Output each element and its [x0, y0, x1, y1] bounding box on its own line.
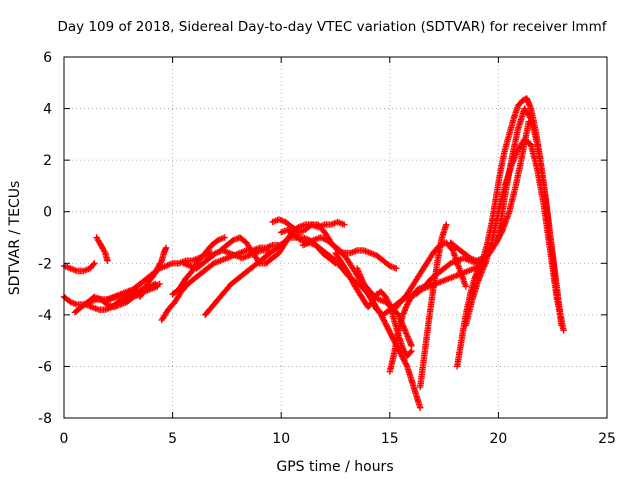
y-axis-label: SDTVAR / TECUs [7, 181, 23, 296]
x-tick-label: 5 [168, 431, 177, 447]
y-tick-label: -6 [38, 359, 52, 375]
series-arc-19 [417, 221, 450, 391]
x-axis-label: GPS time / hours [276, 459, 393, 475]
x-tick-label: 20 [489, 431, 507, 447]
x-tick-label: 25 [598, 431, 616, 447]
y-tick-label: 4 [43, 102, 52, 118]
series-markers [180, 247, 272, 272]
series-markers [60, 260, 98, 275]
series-markers [462, 136, 567, 334]
plot-frame [63, 56, 608, 419]
y-tick-label: -8 [38, 411, 52, 427]
series-arc-2 [93, 234, 111, 264]
axis-ticks: 0 5 10 15 20 25 -8 -6 -4 -2 0 2 4 6 [38, 50, 616, 447]
x-tick-label: 0 [60, 431, 69, 447]
series-arc-1 [60, 260, 98, 275]
series-arc-20 [390, 239, 469, 313]
y-tick-label: 2 [43, 153, 52, 169]
series-arc-24 [495, 105, 565, 329]
series-markers [93, 234, 111, 264]
chart-title: Day 109 of 2018, Sidereal Day-to-day VTE… [58, 19, 608, 35]
x-tick-label: 15 [381, 431, 399, 447]
series-arc-7 [136, 244, 170, 300]
series-markers [136, 244, 170, 300]
y-tick-label: -4 [38, 308, 52, 324]
y-tick-label: 6 [43, 50, 52, 66]
y-tick-label: 0 [43, 205, 52, 221]
series-arc-11 [180, 247, 272, 272]
x-tick-label: 10 [272, 431, 290, 447]
series-arc-23 [462, 136, 567, 334]
series-markers [417, 221, 450, 391]
y-tick-label: -2 [38, 256, 52, 272]
data-series [60, 95, 567, 411]
